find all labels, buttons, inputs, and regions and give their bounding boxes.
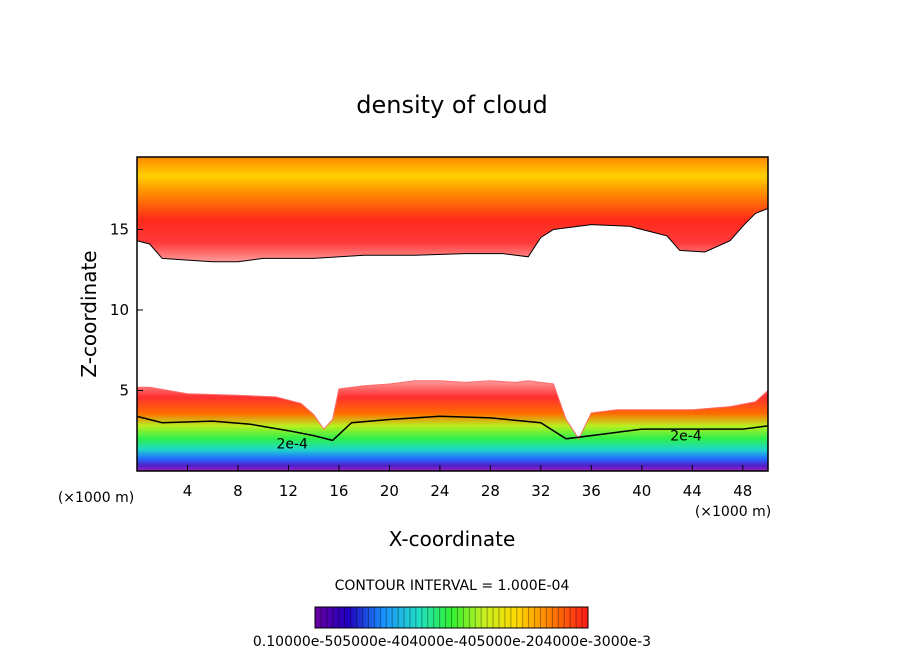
x-tick-label: 44: [683, 482, 702, 500]
lower-cloud-top-contour: [137, 380, 768, 440]
colorbar-gradient: [315, 607, 588, 628]
x-tick-label: 40: [632, 482, 651, 500]
x-axis-ticks: 4 8 12 16 20 24 28 32 36 40 44 48: [183, 465, 752, 500]
x-tick-label: 48: [733, 482, 752, 500]
plot-area: 2e-4 2e-4: [137, 157, 768, 471]
y-axis-label: Z-coordinate: [77, 250, 101, 377]
y-tick-label: 10: [110, 301, 129, 319]
plot-frame: [136, 156, 769, 472]
colorbar-frame: [314, 606, 589, 629]
upper-cloud-layer: [137, 157, 768, 262]
colorbar: [314, 606, 589, 629]
colorbar-tick-labels: 0.10000e-505000e-404000e-405000e-204000e…: [253, 634, 651, 650]
contour-label-0: 2e-4: [276, 437, 308, 453]
contour-interval-text: CONTOUR INTERVAL = 1.000E-04: [335, 578, 570, 594]
upper-cloud-base-contour: [137, 208, 768, 263]
contour-2e-4-line: [137, 415, 768, 442]
x-tick-label: 24: [430, 482, 449, 500]
contour-label-1: 2e-4: [670, 429, 702, 445]
chart-title: density of cloud: [356, 91, 547, 119]
contour-labels: 2e-4 2e-4: [276, 429, 701, 453]
x-axis-label: X-coordinate: [389, 527, 516, 551]
colorbar-stripes: [314, 607, 583, 628]
x-tick-label: 16: [329, 482, 348, 500]
y-tick-label: 5: [119, 381, 129, 399]
x-tick-label: 20: [380, 482, 399, 500]
lower-cloud-layer: [137, 380, 768, 471]
x-tick-label: 4: [183, 482, 193, 500]
x-unit-label-right: (×1000 m): [695, 504, 771, 520]
y-axis-ticks: 5 10 15: [110, 220, 143, 399]
x-unit-label-left: (×1000 m): [58, 490, 134, 506]
x-tick-label: 32: [531, 482, 550, 500]
x-tick-label: 36: [582, 482, 601, 500]
y-tick-label: 15: [110, 220, 129, 238]
x-tick-label: 12: [279, 482, 298, 500]
x-tick-label: 28: [481, 482, 500, 500]
x-tick-label: 8: [233, 482, 243, 500]
